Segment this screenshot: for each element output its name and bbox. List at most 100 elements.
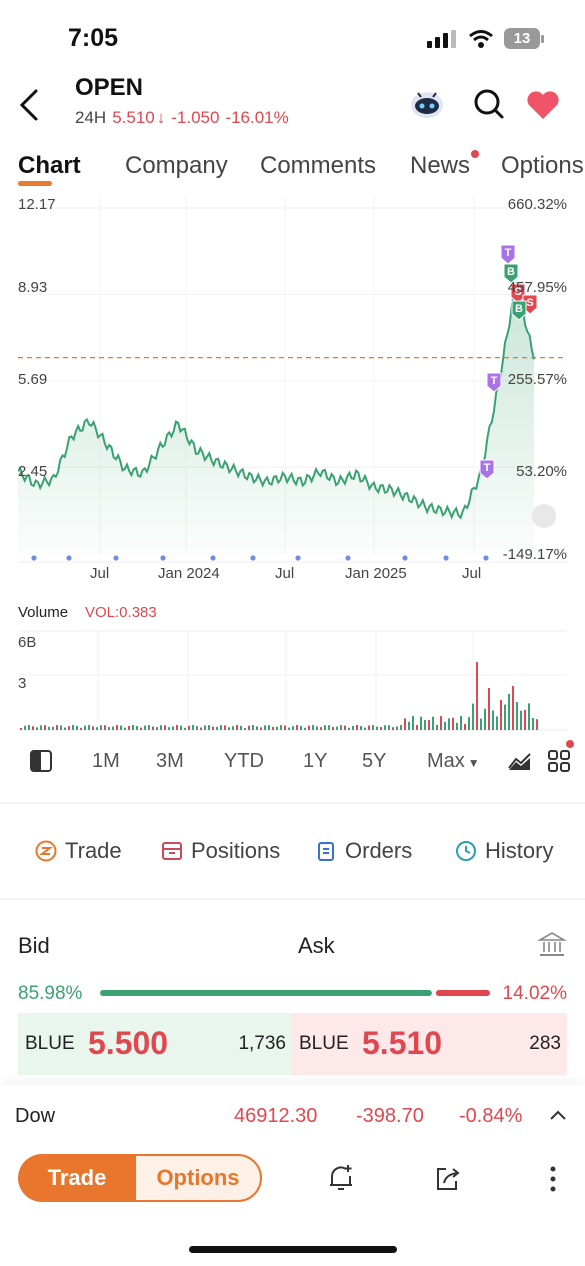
- volume-bar: [320, 727, 322, 730]
- volume-bar: [500, 700, 502, 730]
- trade-marker-b: B: [503, 263, 519, 284]
- home-indicator: [189, 1246, 397, 1253]
- indicators-grid-icon[interactable]: [547, 749, 571, 773]
- ask-size: 283: [529, 1033, 561, 1054]
- news-badge: [471, 150, 479, 158]
- orders-action[interactable]: Orders: [315, 838, 412, 864]
- trade-marker-t: T: [479, 459, 495, 480]
- volume-bar: [76, 725, 78, 730]
- volume-bar: [528, 703, 530, 730]
- tab-chart[interactable]: Chart: [18, 152, 81, 179]
- chart-type-icon[interactable]: [508, 751, 532, 771]
- volume-bar: [300, 725, 302, 730]
- price-alert-bell-icon[interactable]: [327, 1163, 355, 1193]
- volume-bar: [208, 725, 210, 730]
- volume-chart[interactable]: [18, 630, 567, 732]
- volume-bar: [60, 725, 62, 730]
- volume-bar: [132, 725, 134, 730]
- volume-bar: [88, 725, 90, 730]
- volume-axis-tick: 6B: [18, 634, 37, 651]
- volume-bar: [388, 725, 390, 730]
- volume-bar: [384, 725, 386, 730]
- volume-bar: [252, 725, 254, 730]
- volume-bar: [428, 719, 430, 730]
- volume-bar: [452, 717, 454, 730]
- index-ticker-bar[interactable]: [0, 1085, 585, 1140]
- bank-icon[interactable]: [537, 930, 567, 960]
- volume-bar: [292, 726, 294, 730]
- volume-bar: [112, 726, 114, 730]
- range-3m[interactable]: 3M: [156, 750, 184, 772]
- volume-bar: [204, 725, 206, 730]
- volume-bar: [316, 726, 318, 730]
- index-change: -398.70: [356, 1105, 424, 1127]
- tab-options[interactable]: Options: [501, 152, 584, 179]
- status-time: 7:05: [68, 24, 119, 52]
- volume-bar: [284, 725, 286, 730]
- event-dot: [210, 555, 216, 561]
- indicator-badge: [566, 740, 574, 748]
- bid-exchange: BLUE: [25, 1033, 75, 1054]
- tab-comments[interactable]: Comments: [260, 152, 377, 179]
- trade-marker-b: B: [511, 300, 527, 321]
- tab-news[interactable]: News: [410, 152, 471, 179]
- chart-reset-icon[interactable]: [532, 504, 556, 528]
- volume-bar: [368, 725, 370, 730]
- volume-bar: [484, 708, 486, 730]
- trade-marker-t: T: [500, 244, 516, 265]
- positions-icon: [162, 842, 182, 860]
- volume-bar: [348, 727, 350, 730]
- caret-down-icon: ▼: [467, 756, 480, 770]
- volume-bar: [344, 725, 346, 730]
- x-tick: Jul: [462, 565, 482, 582]
- robot-assistant-icon[interactable]: [408, 84, 446, 122]
- volume-bar: [296, 725, 298, 730]
- share-icon[interactable]: [434, 1165, 462, 1193]
- back-icon[interactable]: [18, 88, 40, 122]
- tab-company[interactable]: Company: [125, 152, 228, 179]
- svg-text:B: B: [507, 266, 515, 278]
- volume-bar: [120, 725, 122, 730]
- wifi-icon: [469, 30, 493, 48]
- search-icon[interactable]: [473, 88, 505, 120]
- more-options-icon[interactable]: [548, 1164, 558, 1194]
- range-ytd[interactable]: YTD: [224, 750, 264, 772]
- volume-bar: [160, 725, 162, 730]
- history-action[interactable]: History: [455, 838, 553, 864]
- volume-bar: [216, 726, 218, 730]
- volume-bar: [472, 703, 474, 730]
- options-button[interactable]: Options: [134, 1154, 262, 1202]
- volume-value: VOL:0.383: [85, 604, 157, 621]
- volume-bar: [404, 718, 406, 730]
- level1-quote-row[interactable]: BLUE 5.500 1,736 BLUE 5.510 283: [18, 1013, 567, 1075]
- volume-bar: [468, 717, 470, 730]
- range-max-label: Max: [427, 750, 465, 772]
- volume-bar: [240, 725, 242, 730]
- volume-bar: [44, 725, 46, 730]
- volume-bar: [36, 727, 38, 730]
- x-tick: Jan 2024: [158, 565, 220, 582]
- range-1y[interactable]: 1Y: [303, 750, 328, 772]
- volume-bar: [268, 725, 270, 730]
- volume-bar: [524, 710, 526, 730]
- volume-bar: [324, 725, 326, 730]
- chevron-up-icon[interactable]: [549, 1108, 567, 1122]
- volume-bar: [68, 726, 70, 730]
- favorite-heart-icon[interactable]: [525, 89, 561, 121]
- volume-bar: [180, 725, 182, 730]
- range-5y[interactable]: 5Y: [362, 750, 387, 772]
- trade-marker-t: T: [486, 372, 502, 393]
- ask-ratio-fill: [435, 990, 490, 996]
- volume-bar: [352, 725, 354, 730]
- volume-bar: [336, 726, 338, 730]
- range-max[interactable]: Max ▼: [427, 750, 480, 773]
- volume-bar: [188, 725, 190, 730]
- trade-button[interactable]: Trade: [18, 1154, 148, 1202]
- trade-action[interactable]: Trade: [35, 838, 122, 864]
- volume-bar: [248, 725, 250, 730]
- volume-bar: [304, 727, 306, 730]
- positions-action[interactable]: Positions: [161, 838, 280, 864]
- range-1m[interactable]: 1M: [92, 750, 120, 772]
- layout-toggle-icon[interactable]: [30, 750, 52, 772]
